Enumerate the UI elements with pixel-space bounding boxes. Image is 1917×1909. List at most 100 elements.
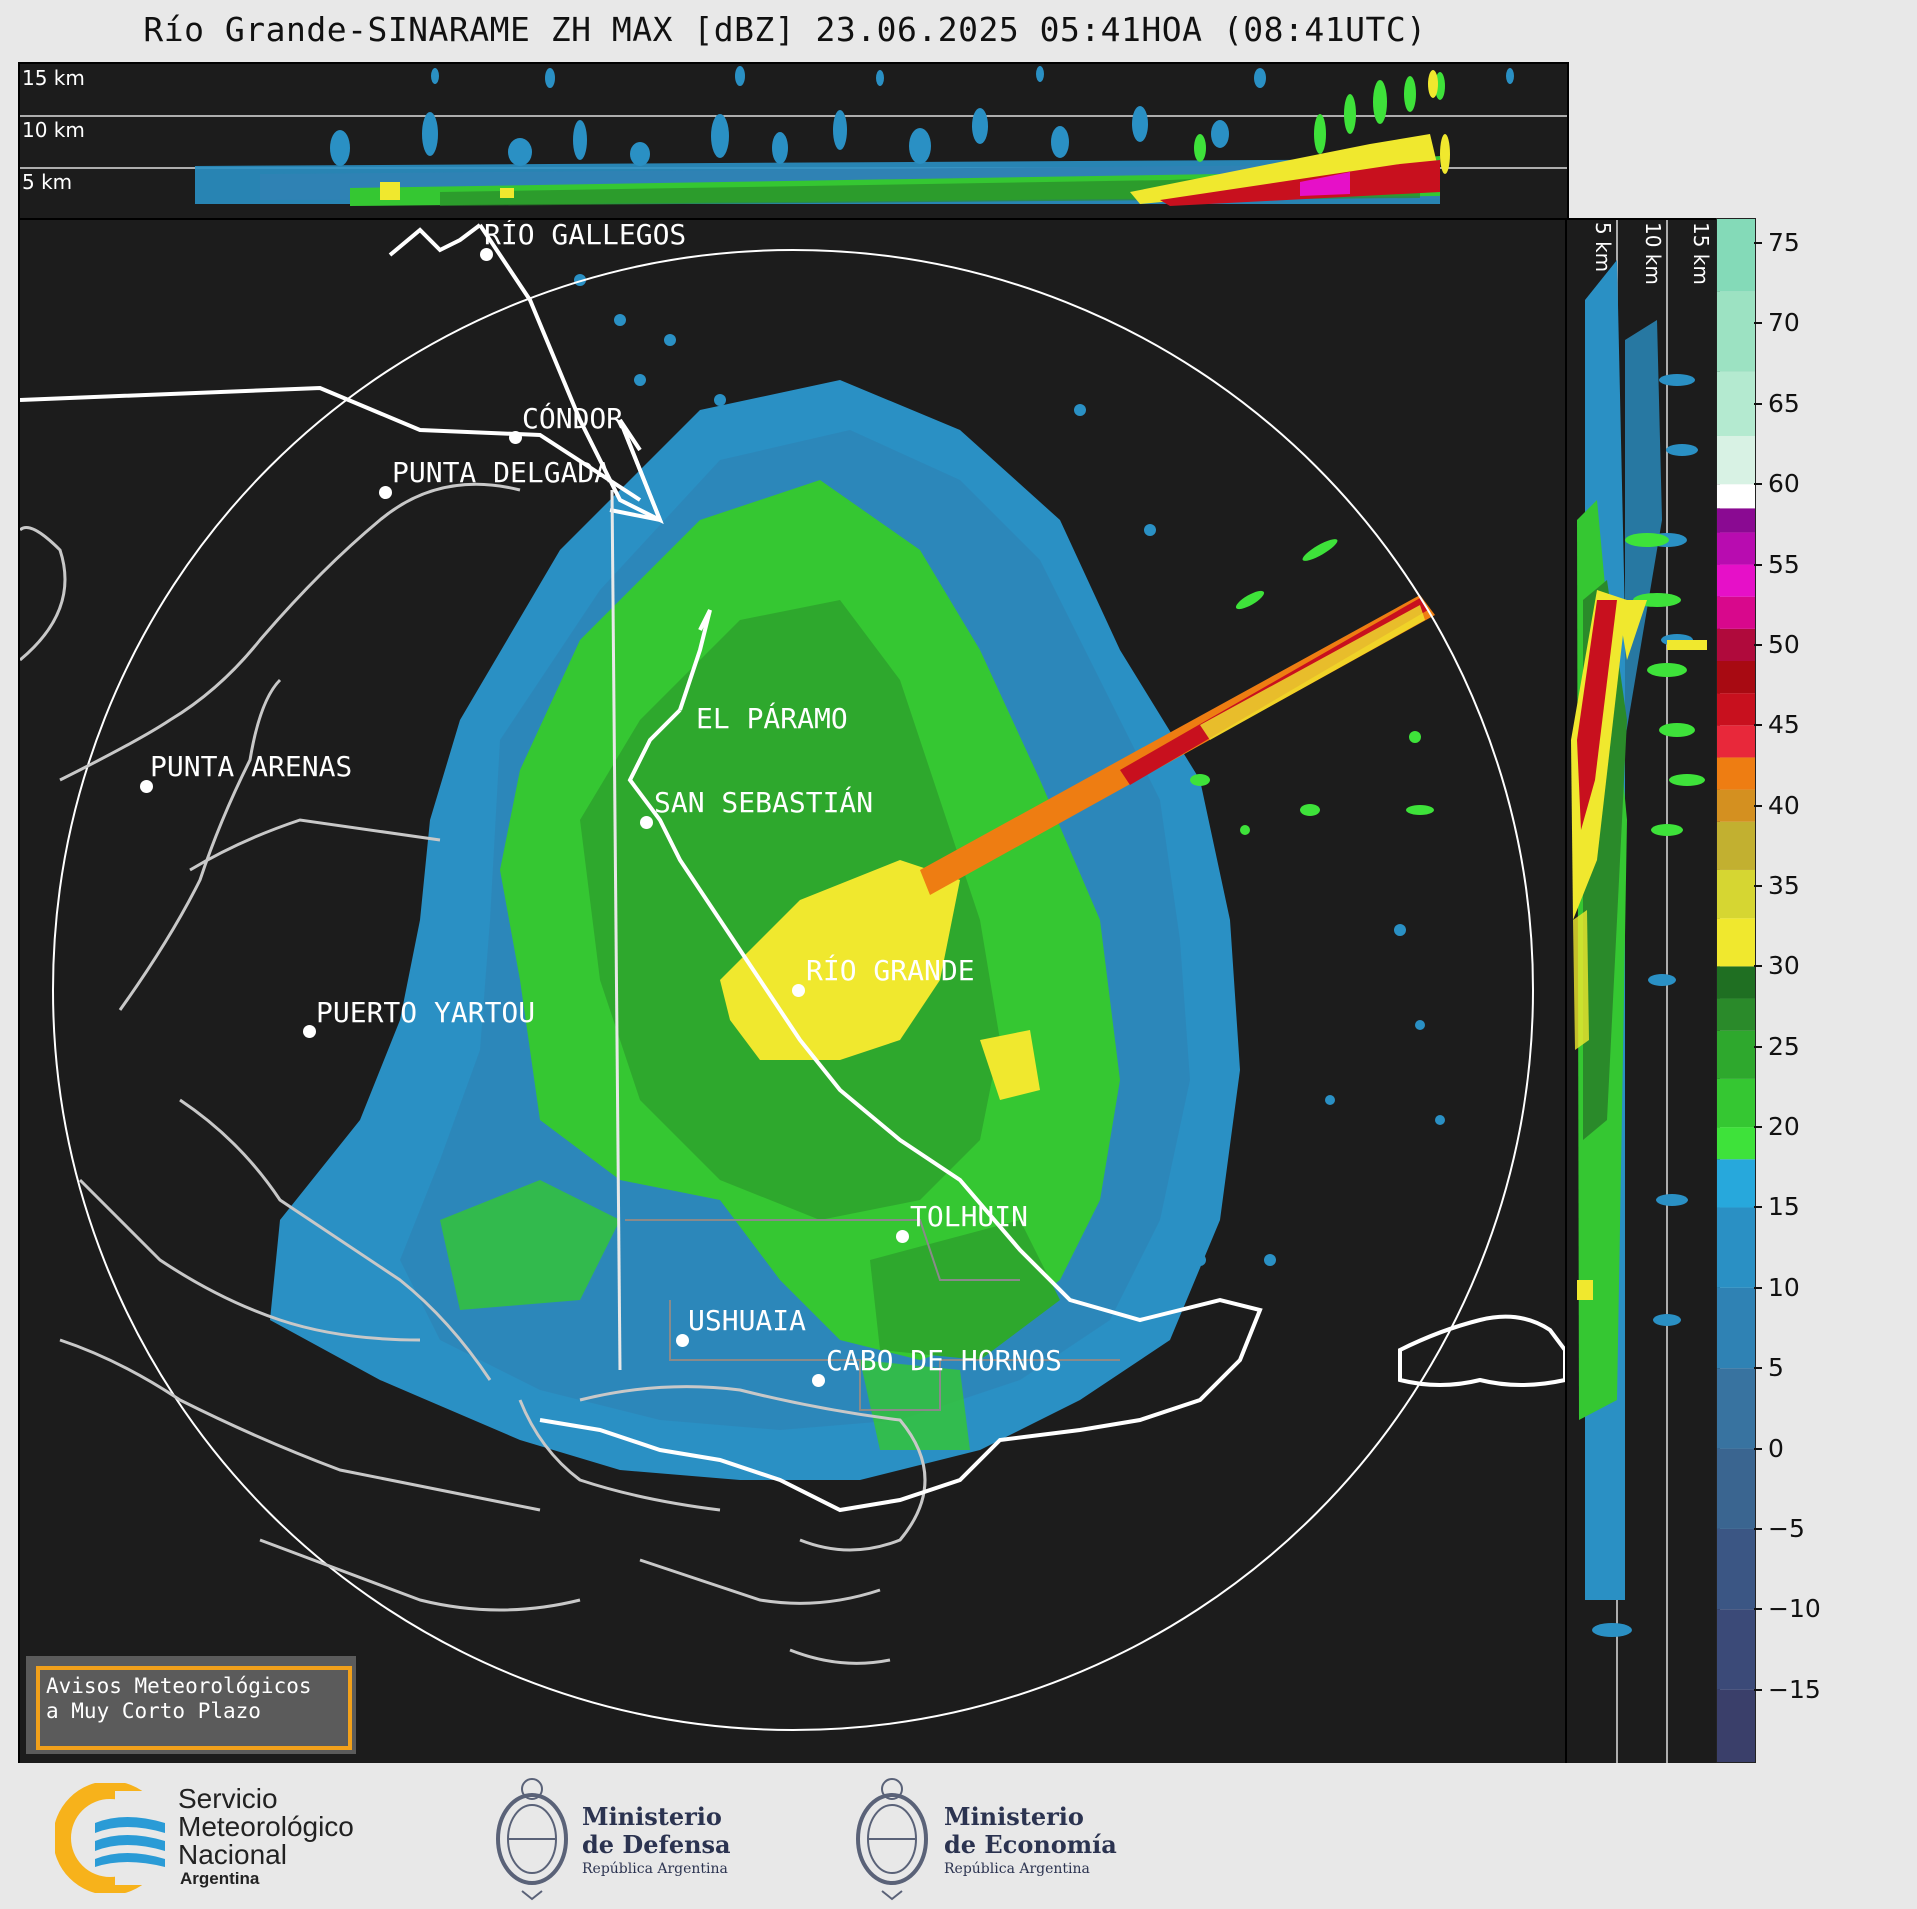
colorbar-band [1717,219,1755,292]
colorbar-tick-mark [1754,1126,1762,1129]
colorbar-band [1717,821,1755,870]
colorbar-tick-label: 70 [1768,308,1800,338]
city-dot-condor [509,431,522,444]
colorbar-tick-label: 20 [1768,1112,1800,1142]
colorbar-tick-mark [1754,643,1762,646]
colorbar-tick-label: 55 [1768,549,1800,579]
colorbar-band [1717,1609,1755,1690]
colorbar-band [1717,532,1755,565]
colorbar-tick-label: 0 [1768,1433,1784,1463]
colorbar-band [1717,1287,1755,1369]
city-label-punta-delgada: PUNTA DELGADA [392,456,612,489]
warning-box-frame: Avisos Meteorológicos a Muy Corto Plazo [36,1666,352,1750]
colorbar-tick-mark [1754,1286,1762,1289]
city-dot-cabo-de-hornos [812,1374,825,1387]
economia-line-3: República Argentina [944,1861,1090,1877]
defensa-line-1: Ministerio [582,1802,722,1831]
colorbar-band [1717,484,1755,509]
colorbar-tick-label: 75 [1768,228,1800,258]
colorbar-band [1717,628,1755,662]
colorbar-tick-label: −10 [1768,1594,1821,1624]
top-height-label-5km: 5 km [22,170,73,194]
colorbar-band [1717,1448,1755,1529]
colorbar-tick-label: 30 [1768,951,1800,981]
colorbar-tick-mark [1754,1608,1762,1611]
colorbar-band [1717,1207,1755,1288]
city-dot-puerto-yartou [303,1025,316,1038]
economia-line-2: de Economía [944,1830,1117,1859]
city-label-rio-gallegos: RÍO GALLEGOS [484,218,687,251]
defensa-line-3: República Argentina [582,1861,728,1877]
colorbar-tick-mark [1754,1045,1762,1048]
colorbar-band [1717,918,1755,967]
dbz-colorbar [1716,218,1756,1763]
colorbar-band [1717,693,1755,726]
economia-shield-icon [856,1778,928,1901]
city-label-el-paramo: EL PÁRAMO [696,702,848,735]
city-label-tolhuin: TOLHUIN [910,1200,1029,1233]
side-profile-graphic [1571,220,1707,1763]
defensa-line-2: de Defensa [582,1830,731,1859]
city-label-san-sebastian: SAN SEBASTIÁN [654,786,874,819]
colorbar-ticks: 75 70 65 60 55 50 45 40 35 30 25 20 15 10 5 0 −5 −10 −15 [1754,218,1874,1761]
smn-logo-icon [55,1783,165,1893]
radar-map-panel: RÍO GALLEGOS CÓNDOR PUNTA DELGADA EL PÁR… [18,218,1569,1765]
colorbar-band [1717,789,1755,822]
colorbar-tick-label: 40 [1768,790,1800,820]
colorbar-band [1717,508,1755,533]
city-label-puerto-yartou: PUERTO YARTOU [316,996,536,1029]
colorbar-tick-mark [1754,1367,1762,1370]
city-dot-tolhuin [896,1230,909,1243]
colorbar-graphic [1717,219,1755,1762]
colorbar-tick-label: −5 [1768,1513,1805,1543]
radar-map-graphic [20,223,1567,1731]
colorbar-band [1717,1030,1755,1079]
colorbar-tick-mark [1754,483,1762,486]
colorbar-tick-label: 45 [1768,710,1800,740]
smn-line-4: Argentina [180,1869,260,1888]
smn-line-3: Nacional [178,1839,287,1870]
colorbar-band [1717,725,1755,758]
defensa-shield-icon [496,1778,568,1901]
smn-line-1: Servicio [178,1783,278,1814]
colorbar-tick-mark [1754,965,1762,968]
colorbar-tick-label: 65 [1768,388,1800,418]
top-height-label-10km: 10 km [22,118,85,142]
warning-line-2: a Muy Corto Plazo [46,1699,261,1723]
city-label-cabo-de-hornos: CABO DE HORNOS [826,1344,1063,1377]
colorbar-tick-label: 15 [1768,1192,1800,1222]
smn-line-2: Meteorológico [178,1811,354,1842]
colorbar-band [1717,1368,1755,1449]
colorbar-band [1717,1528,1755,1610]
colorbar-band [1717,966,1755,999]
warning-line-1: Avisos Meteorológicos [46,1674,312,1698]
city-label-rio-grande: RÍO GRANDE [806,954,975,987]
colorbar-tick-mark [1754,1206,1762,1209]
economia-line-1: Ministerio [944,1802,1084,1831]
colorbar-band [1717,435,1755,485]
top-height-label-15km: 15 km [22,66,85,90]
city-dot-rio-grande [792,984,805,997]
colorbar-tick-label: 25 [1768,1031,1800,1061]
city-dot-punta-delgada [379,486,392,499]
city-dot-punta-arenas [140,780,153,793]
city-dot-san-sebastian [640,816,653,829]
colorbar-band [1717,291,1755,372]
colorbar-band [1717,757,1755,790]
colorbar-band [1717,661,1755,694]
colorbar-tick-label: 5 [1768,1353,1784,1383]
footer: Servicio Meteorológico Nacional Argentin… [0,1763,1917,1909]
colorbar-tick-mark [1754,242,1762,245]
city-dot-ushuaia [676,1334,689,1347]
colorbar-tick-mark [1754,322,1762,325]
colorbar-band [1717,1127,1755,1160]
city-dot-rio-gallegos [480,248,493,261]
side-height-label-15km: 15 km [1689,222,1713,285]
colorbar-tick-label: 10 [1768,1272,1800,1302]
city-label-punta-arenas: PUNTA ARENAS [150,750,353,783]
colorbar-band [1717,1078,1755,1128]
warning-box: Avisos Meteorológicos a Muy Corto Plazo [26,1656,356,1754]
side-height-profile-panel: 5 km 10 km 15 km [1565,218,1720,1765]
colorbar-band [1717,869,1755,919]
city-label-condor: CÓNDOR [522,402,624,435]
